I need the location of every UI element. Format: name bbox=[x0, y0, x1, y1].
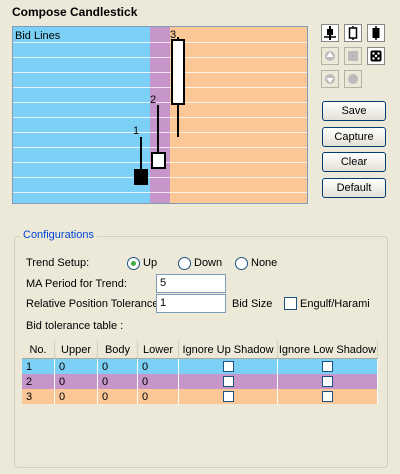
trend-up-radio[interactable] bbox=[127, 257, 140, 270]
trend-down-radio[interactable] bbox=[178, 257, 191, 270]
trend-none-label[interactable]: None bbox=[251, 257, 278, 269]
engulf-harami-checkbox[interactable] bbox=[284, 297, 297, 310]
candle-1-body[interactable] bbox=[134, 169, 148, 185]
ma-period-input[interactable]: 5 bbox=[156, 274, 226, 293]
header-no: No. bbox=[22, 341, 55, 358]
row-ignore-up-cell bbox=[179, 374, 278, 389]
bid-line bbox=[13, 87, 307, 88]
row-ignore-low-cell bbox=[278, 359, 378, 374]
ma-period-label: MA Period for Trend: bbox=[26, 278, 127, 290]
trend-none-radio[interactable] bbox=[235, 257, 248, 270]
ignore-low-shadow-checkbox[interactable] bbox=[322, 376, 333, 387]
row-body[interactable]: 0 bbox=[98, 359, 138, 374]
canvas-label: Bid Lines bbox=[15, 30, 61, 42]
relative-position-input[interactable]: 1 bbox=[156, 294, 226, 313]
row-ignore-up-cell bbox=[179, 359, 278, 374]
candle-1-number: 1 bbox=[133, 125, 140, 137]
row-ignore-low-cell bbox=[278, 389, 378, 404]
bid-line bbox=[13, 117, 307, 118]
header-upper: Upper bbox=[55, 341, 98, 358]
ignore-low-shadow-checkbox[interactable] bbox=[322, 391, 333, 402]
candle-1-wick bbox=[140, 137, 142, 171]
row-upper[interactable]: 0 bbox=[55, 389, 98, 404]
header-ignore-up-shadow: Ignore Up Shadow bbox=[179, 341, 278, 358]
zone-blue bbox=[13, 27, 150, 203]
bid-line bbox=[13, 132, 307, 133]
row-no: 2 bbox=[22, 374, 55, 389]
bid-line bbox=[13, 192, 307, 193]
bid-size-label: Bid Size bbox=[232, 298, 273, 310]
ignore-up-shadow-checkbox[interactable] bbox=[222, 391, 234, 402]
window-title: Compose Candlestick bbox=[12, 5, 138, 19]
align-center-icon[interactable] bbox=[344, 24, 362, 42]
candle-canvas[interactable]: Bid Lines 1 2 3 bbox=[12, 26, 308, 204]
row-upper[interactable]: 0 bbox=[55, 359, 98, 374]
default-button[interactable]: Default bbox=[322, 178, 386, 198]
header-body: Body bbox=[98, 341, 138, 358]
row-upper[interactable]: 0 bbox=[55, 374, 98, 389]
row-no: 1 bbox=[22, 359, 55, 374]
move-up-icon bbox=[321, 47, 339, 65]
row-ignore-up-cell bbox=[179, 389, 278, 404]
row-body[interactable]: 0 bbox=[98, 389, 138, 404]
bid-tolerance-table[interactable]: No. Upper Body Lower Ignore Up Shadow Ig… bbox=[22, 341, 378, 404]
row-lower[interactable]: 0 bbox=[138, 374, 179, 389]
trend-down-label[interactable]: Down bbox=[194, 257, 223, 269]
align-bottom-icon[interactable] bbox=[321, 24, 339, 42]
dice-icon[interactable] bbox=[367, 47, 385, 65]
trend-up-label[interactable]: Up bbox=[143, 257, 158, 269]
relative-position-label: Relative Position Tolerance bbox=[26, 298, 159, 310]
row-lower[interactable]: 0 bbox=[138, 389, 179, 404]
table-row[interactable]: 2 0 0 0 bbox=[22, 374, 378, 389]
bid-line bbox=[13, 147, 307, 148]
bid-line bbox=[13, 42, 307, 43]
move-down-icon bbox=[321, 70, 339, 88]
bid-line bbox=[13, 57, 307, 58]
bid-line bbox=[13, 102, 307, 103]
save-button[interactable]: Save bbox=[322, 101, 386, 121]
configurations-legend: Configurations bbox=[20, 229, 97, 241]
bid-table-label: Bid tolerance table : bbox=[26, 320, 124, 332]
row-lower[interactable]: 0 bbox=[138, 359, 179, 374]
table-row[interactable]: 3 0 0 0 bbox=[22, 389, 378, 404]
row-no: 3 bbox=[22, 389, 55, 404]
table-row[interactable]: 1 0 0 0 bbox=[22, 359, 378, 374]
candle-2-body[interactable] bbox=[151, 152, 166, 169]
header-ignore-low-shadow: Ignore Low Shadow bbox=[278, 341, 378, 358]
trend-setup-label: Trend Setup: bbox=[26, 257, 90, 269]
bid-line bbox=[13, 72, 307, 73]
square-icon bbox=[344, 47, 362, 65]
capture-button[interactable]: Capture bbox=[322, 127, 386, 147]
header-lower: Lower bbox=[138, 341, 179, 358]
bid-line bbox=[13, 177, 307, 178]
ignore-up-shadow-checkbox[interactable] bbox=[222, 361, 234, 372]
zone-orange bbox=[170, 27, 307, 203]
circle-icon bbox=[344, 70, 362, 88]
candle-3-number: 3 bbox=[170, 29, 177, 41]
table-header: No. Upper Body Lower Ignore Up Shadow Ig… bbox=[22, 341, 378, 359]
row-ignore-low-cell bbox=[278, 374, 378, 389]
candle-2-number: 2 bbox=[150, 94, 157, 106]
candle-2-wick bbox=[157, 105, 159, 153]
engulf-harami-label[interactable]: Engulf/Harami bbox=[300, 298, 370, 310]
align-top-icon[interactable] bbox=[367, 24, 385, 42]
candle-3-body[interactable] bbox=[171, 39, 185, 105]
row-body[interactable]: 0 bbox=[98, 374, 138, 389]
ignore-up-shadow-checkbox[interactable] bbox=[222, 376, 234, 387]
ignore-low-shadow-checkbox[interactable] bbox=[322, 361, 333, 372]
configurations-group bbox=[14, 236, 388, 468]
clear-button[interactable]: Clear bbox=[322, 152, 386, 172]
